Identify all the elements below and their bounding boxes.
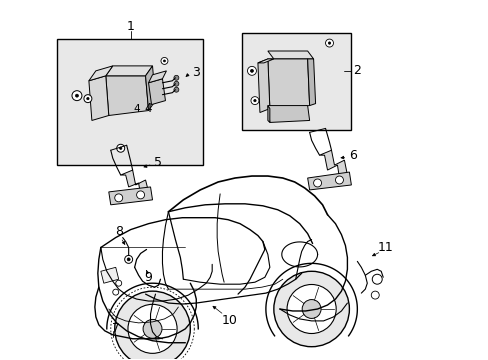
Polygon shape	[148, 79, 165, 105]
Polygon shape	[89, 76, 108, 121]
Text: 1: 1	[126, 20, 134, 33]
Circle shape	[72, 91, 82, 100]
Circle shape	[136, 191, 144, 199]
Circle shape	[335, 176, 343, 184]
Polygon shape	[145, 66, 155, 111]
Circle shape	[75, 94, 78, 97]
Polygon shape	[105, 66, 152, 76]
Polygon shape	[267, 105, 269, 122]
Circle shape	[327, 42, 330, 44]
Circle shape	[163, 60, 165, 62]
Text: 2: 2	[353, 64, 361, 77]
Polygon shape	[108, 187, 152, 205]
Polygon shape	[121, 170, 148, 195]
Circle shape	[115, 194, 122, 202]
Circle shape	[253, 99, 256, 102]
Text: 6: 6	[349, 149, 357, 162]
Text: 4: 4	[144, 102, 152, 115]
Text: 9: 9	[144, 271, 152, 284]
Circle shape	[128, 304, 177, 354]
Circle shape	[250, 96, 258, 105]
Circle shape	[286, 284, 335, 333]
Text: 3: 3	[192, 66, 200, 79]
FancyBboxPatch shape	[57, 39, 203, 165]
Polygon shape	[101, 267, 119, 283]
Circle shape	[84, 95, 92, 103]
Circle shape	[119, 147, 122, 149]
Polygon shape	[257, 59, 269, 113]
Circle shape	[116, 280, 122, 286]
Circle shape	[117, 144, 124, 152]
Polygon shape	[257, 59, 273, 63]
Text: 10: 10	[222, 314, 238, 327]
Polygon shape	[307, 172, 351, 190]
Circle shape	[302, 300, 321, 319]
Polygon shape	[267, 59, 309, 109]
Circle shape	[174, 87, 179, 92]
Text: 11: 11	[377, 241, 392, 254]
Circle shape	[250, 69, 253, 72]
Circle shape	[174, 81, 179, 86]
Circle shape	[113, 289, 119, 295]
Circle shape	[143, 319, 162, 338]
Polygon shape	[307, 59, 315, 105]
FancyBboxPatch shape	[242, 33, 351, 130]
Circle shape	[325, 39, 333, 47]
Text: 8: 8	[115, 225, 122, 238]
Text: 5: 5	[154, 156, 162, 168]
Polygon shape	[89, 66, 113, 81]
Circle shape	[127, 258, 130, 261]
Circle shape	[174, 75, 179, 80]
Circle shape	[370, 291, 379, 299]
Circle shape	[115, 291, 190, 360]
Circle shape	[313, 179, 321, 187]
Polygon shape	[319, 150, 346, 178]
Circle shape	[371, 274, 382, 284]
Circle shape	[124, 255, 132, 264]
Circle shape	[86, 98, 89, 100]
Polygon shape	[148, 71, 166, 83]
Circle shape	[273, 271, 349, 347]
Circle shape	[161, 58, 167, 64]
Text: 7: 7	[112, 322, 119, 336]
Polygon shape	[267, 105, 309, 122]
Circle shape	[247, 66, 256, 75]
Text: 4: 4	[133, 104, 140, 113]
Polygon shape	[267, 51, 313, 59]
Polygon shape	[105, 76, 148, 116]
